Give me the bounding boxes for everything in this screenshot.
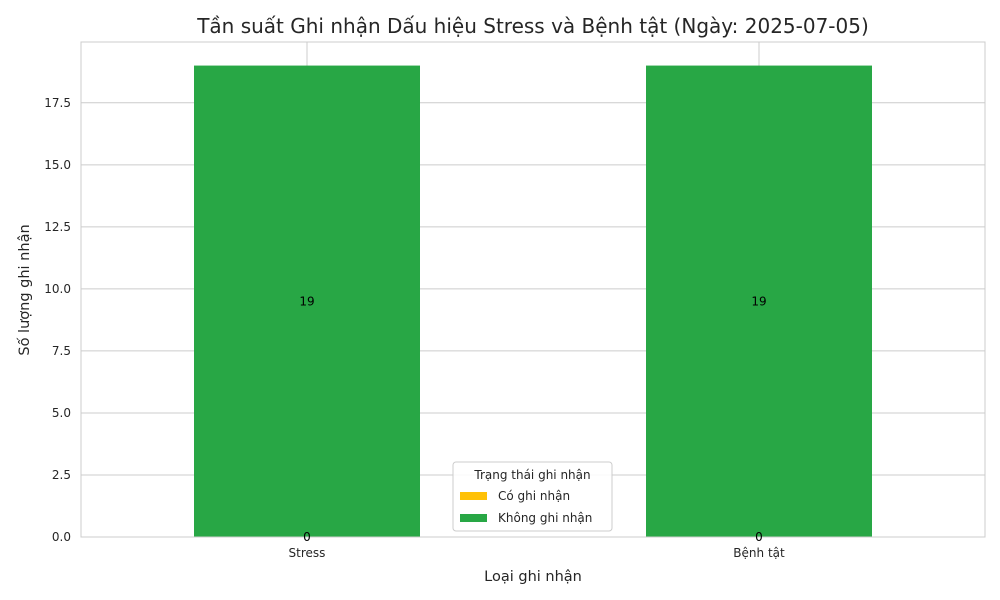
x-axis-label: Loại ghi nhận: [484, 569, 582, 585]
bar-value-label: 19: [751, 294, 766, 308]
legend: Trạng thái ghi nhận Có ghi nhận Không gh…: [452, 461, 613, 532]
tick-labels: 0.0 2.5 5.0 7.5 10.0 12.5 15.0 17.5 Stress Bệnh t…: [44, 96, 785, 560]
plot-frame: [80, 41, 986, 538]
y-tick-label: 12.5: [44, 220, 71, 234]
x-tick-label: Bệnh tật: [733, 546, 785, 560]
y-tick-label: 10.0: [44, 282, 71, 296]
y-tick-label: 7.5: [52, 344, 71, 358]
y-tick-label: 17.5: [44, 96, 71, 110]
bars: [194, 65, 872, 538]
y-tick-label: 5.0: [52, 406, 71, 420]
x-tick-label: Stress: [289, 546, 326, 560]
y-tick-label: 15.0: [44, 158, 71, 172]
bar-segment: [646, 65, 872, 538]
legend-swatch-khong-ghi-nhan: [460, 514, 487, 522]
legend-label-co-ghi-nhan: Có ghi nhận: [498, 489, 570, 503]
bar-value-labels: 0 19 0 19: [299, 294, 766, 544]
y-tick-label: 2.5: [52, 468, 71, 482]
chart-title: Tần suất Ghi nhận Dấu hiệu Stress và Bện…: [196, 14, 869, 38]
legend-title: Trạng thái ghi nhận: [473, 468, 590, 482]
legend-box: [452, 461, 613, 532]
y-tick-label: 0.0: [52, 530, 71, 544]
bar-value-label: 0: [303, 530, 311, 544]
y-axis-label: Số lượng ghi nhận: [16, 224, 33, 355]
legend-label-khong-ghi-nhan: Không ghi nhận: [498, 511, 592, 525]
bar-value-label: 0: [755, 530, 763, 544]
bar-segment: [194, 65, 420, 538]
legend-swatch-co-ghi-nhan: [460, 492, 487, 500]
bar-value-label: 19: [299, 294, 314, 308]
